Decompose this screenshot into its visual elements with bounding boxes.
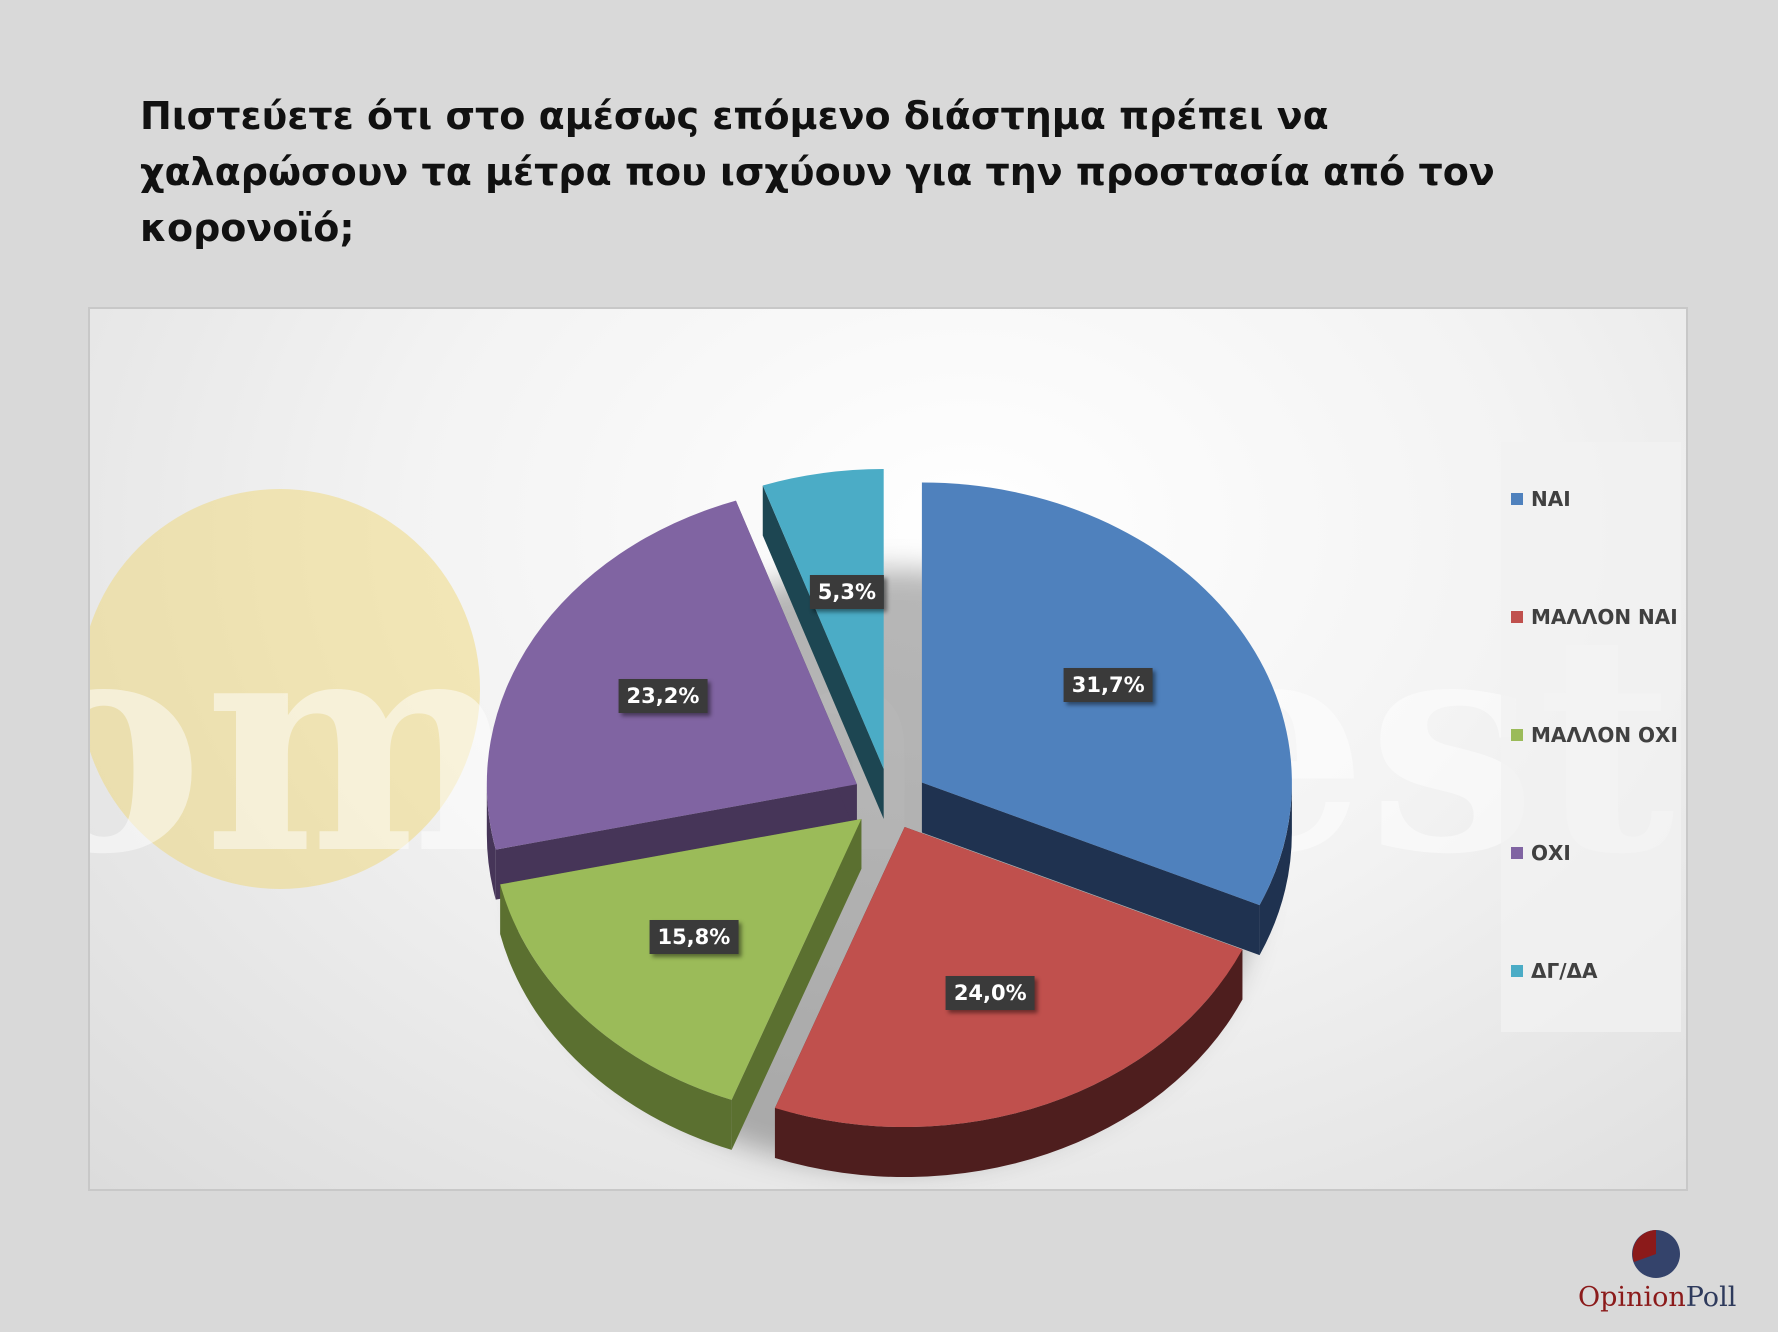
- slice-side-wall: [731, 818, 862, 1150]
- slice-outer-wall: [486, 784, 496, 900]
- legend-swatch: [1511, 729, 1523, 741]
- legend-swatch: [1511, 847, 1523, 859]
- slice-outer-wall: [500, 884, 732, 1150]
- legend-label: ΝΑΙ: [1531, 487, 1571, 511]
- legend-swatch: [1511, 493, 1523, 505]
- data-label: 23,2%: [618, 679, 708, 714]
- legend-item: ΜΑΛΛΟΝ ΟΧΙ: [1511, 720, 1678, 750]
- data-label: 31,7%: [1063, 667, 1153, 702]
- data-label: 24,0%: [945, 976, 1035, 1011]
- legend-label: ΜΑΛΛΟΝ ΝΑΙ: [1531, 605, 1678, 629]
- chart-title: Πιστεύετε ότι στο αμέσως επόμενο διάστημ…: [140, 94, 1495, 250]
- data-label: 15,8%: [649, 920, 739, 955]
- slice-side-wall: [762, 485, 884, 820]
- logo-text: OpinionPoll: [1578, 1282, 1737, 1313]
- legend-item: ΜΑΛΛΟΝ ΝΑΙ: [1511, 602, 1678, 632]
- legend-label: ΜΑΛΛΟΝ ΟΧΙ: [1531, 723, 1678, 747]
- pie-slice-1: [774, 827, 1243, 1178]
- logo-icon: [1632, 1230, 1680, 1278]
- opinionpoll-logo: OpinionPoll: [1560, 1228, 1740, 1318]
- pie-slice-4: [762, 469, 884, 820]
- legend-swatch: [1511, 965, 1523, 977]
- pie-slice-2: [500, 818, 862, 1150]
- slice-outer-wall: [1259, 782, 1292, 956]
- legend-item: ΝΑΙ: [1511, 484, 1571, 514]
- legend-item: ΟΧΙ: [1511, 838, 1571, 868]
- slice-side-wall: [921, 782, 1260, 956]
- slice-top-face: [500, 818, 862, 1100]
- slice-top-face: [486, 500, 857, 850]
- slice-top-face: [762, 469, 884, 770]
- data-label: 5,3%: [809, 574, 885, 609]
- legend-swatch: [1511, 611, 1523, 623]
- slice-outer-wall: [774, 949, 1243, 1178]
- legend-item: ΔΓ/ΔΑ: [1511, 956, 1597, 986]
- chart-panel: tomanifesto 31,7%24,0%15,8%23,2%5,3% ΝΑΙ…: [88, 307, 1688, 1191]
- legend-label: ΔΓ/ΔΑ: [1531, 959, 1598, 983]
- legend-label: ΟΧΙ: [1531, 841, 1571, 865]
- legend: ΝΑΙ ΜΑΛΛΟΝ ΝΑΙ ΜΑΛΛΟΝ ΟΧΙ ΟΧΙ ΔΓ/ΔΑ: [1501, 442, 1681, 1032]
- pie-chart: [486, 469, 1292, 1178]
